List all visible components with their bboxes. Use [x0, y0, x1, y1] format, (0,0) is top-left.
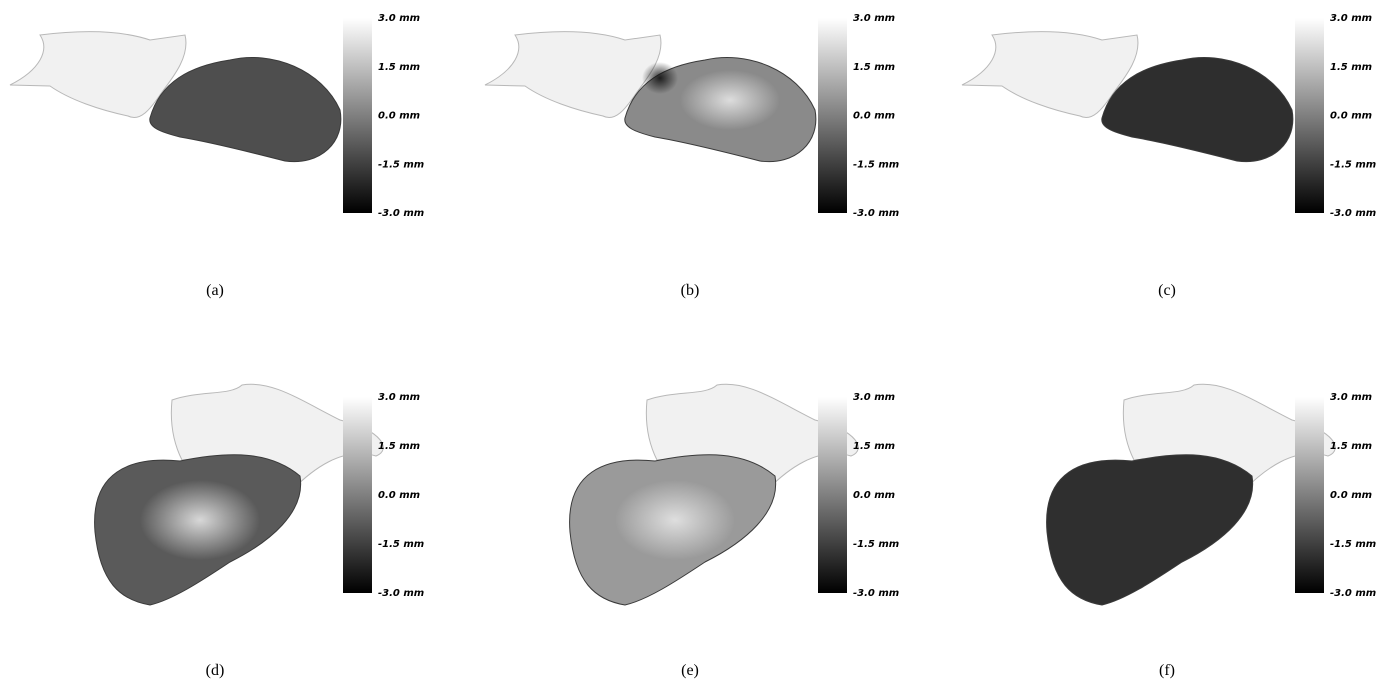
colorbar	[818, 397, 847, 593]
colorbar-label: 1.5 mm	[853, 441, 895, 452]
colorbar-label: -1.5 mm	[1330, 159, 1376, 170]
colorbar-label: 3.0 mm	[378, 392, 420, 403]
colorbar-label: -1.5 mm	[378, 159, 424, 170]
mesh-shading	[642, 62, 678, 94]
colorbar-label: -3.0 mm	[378, 588, 424, 599]
colorbar-label: 3.0 mm	[1330, 13, 1372, 24]
colorbar-label: -3.0 mm	[1330, 588, 1376, 599]
colorbar-label: -1.5 mm	[378, 539, 424, 550]
colorbar-label: 3.0 mm	[853, 392, 895, 403]
colorbar	[818, 18, 847, 213]
deformed-mesh	[1047, 455, 1253, 605]
colorbar-label: 0.0 mm	[378, 490, 420, 501]
panel: 3.0 mm 1.5 mm 0.0 mm -1.5 mm -3.0 mm (f)	[1047, 384, 1377, 679]
colorbar-label: 1.5 mm	[1330, 441, 1372, 452]
panel: 3.0 mm 1.5 mm 0.0 mm -1.5 mm -3.0 mm (d)	[95, 384, 425, 679]
mesh-shading	[680, 70, 780, 130]
colorbar	[343, 397, 372, 593]
caption: (b)	[681, 282, 700, 299]
caption: (a)	[206, 282, 224, 299]
panel: 3.0 mm 1.5 mm 0.0 mm -1.5 mm -3.0 mm (e)	[570, 384, 900, 679]
mesh-shading	[140, 480, 260, 560]
panel: 3.0 mm 1.5 mm 0.0 mm -1.5 mm -3.0 mm (a)	[10, 13, 424, 299]
colorbar	[343, 18, 372, 213]
colorbar-label: 1.5 mm	[378, 62, 420, 73]
colorbar-label: -3.0 mm	[853, 208, 899, 219]
colorbar-label: -3.0 mm	[1330, 208, 1376, 219]
colorbar-label: 0.0 mm	[1330, 111, 1372, 122]
caption: (e)	[681, 662, 699, 679]
panel: 3.0 mm 1.5 mm 0.0 mm -1.5 mm -3.0 mm (b)	[485, 13, 899, 299]
colorbar-label: -3.0 mm	[378, 208, 424, 219]
panel: 3.0 mm 1.5 mm 0.0 mm -1.5 mm -3.0 mm (c)	[962, 13, 1376, 299]
colorbar-label: -1.5 mm	[853, 159, 899, 170]
colorbar-label: 1.5 mm	[853, 62, 895, 73]
colorbar-label: -3.0 mm	[853, 588, 899, 599]
figure: 3.0 mm1.5 mm0.0 mm-1.5 mm-3.0 mm(a)3.0 m…	[0, 0, 1389, 688]
deformed-mesh	[150, 57, 341, 161]
colorbar-label: 0.0 mm	[1330, 490, 1372, 501]
colorbar-label: 3.0 mm	[1330, 392, 1372, 403]
colorbar	[1295, 18, 1324, 213]
mesh-shading	[615, 480, 735, 560]
colorbar-label: 3.0 mm	[378, 13, 420, 24]
deformed-mesh	[1102, 57, 1293, 161]
colorbar-label: 3.0 mm	[853, 13, 895, 24]
colorbar-label: -1.5 mm	[853, 539, 899, 550]
caption: (c)	[1158, 282, 1176, 299]
colorbar-label: 0.0 mm	[853, 490, 895, 501]
colorbar-label: 1.5 mm	[1330, 62, 1372, 73]
colorbar-label: 0.0 mm	[378, 111, 420, 122]
colorbar-label: -1.5 mm	[1330, 539, 1376, 550]
colorbar	[1295, 397, 1324, 593]
colorbar-label: 1.5 mm	[378, 441, 420, 452]
caption: (d)	[206, 662, 225, 679]
colorbar-label: 0.0 mm	[853, 111, 895, 122]
caption: (f)	[1159, 662, 1175, 679]
